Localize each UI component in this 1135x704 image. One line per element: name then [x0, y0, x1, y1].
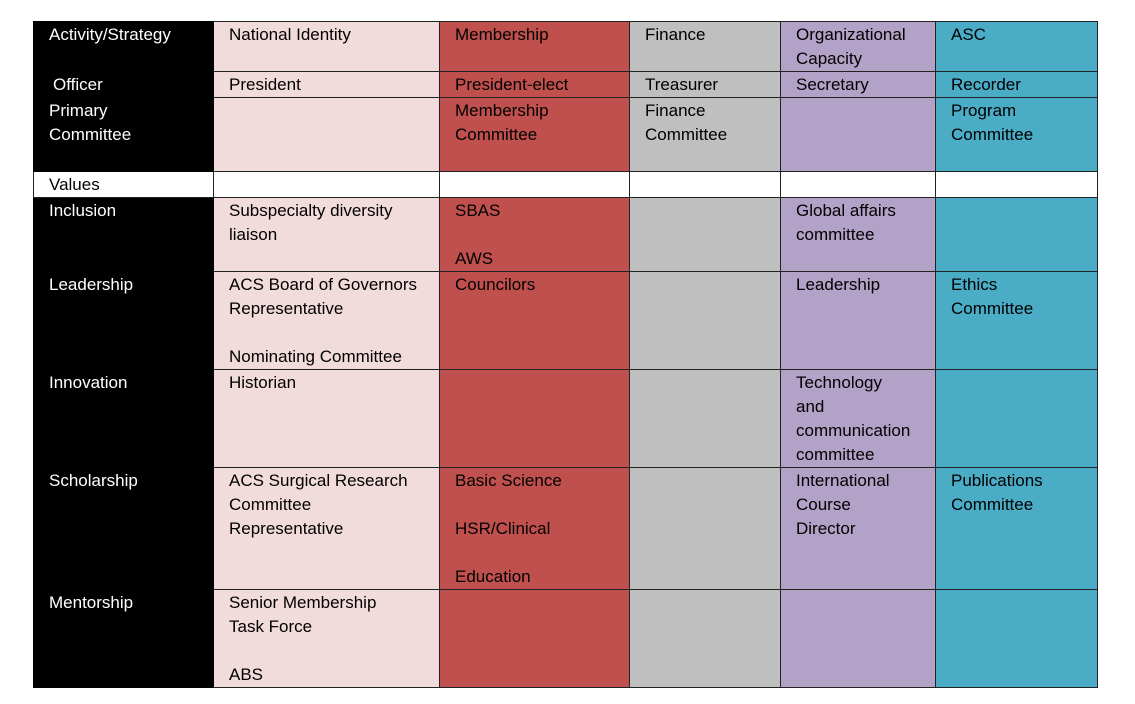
table-cell [439, 589, 630, 688]
table-cell: ASC [935, 21, 1098, 72]
table-cell [935, 197, 1098, 272]
table-cell [439, 369, 630, 468]
table-cell: President-elect [439, 71, 630, 98]
table-cell: ACS Surgical Research Committee Represen… [213, 467, 440, 590]
table-row-primary-committee: Primary Committee Membership Committee F… [33, 97, 1098, 172]
row-label: Inclusion [33, 197, 214, 272]
strategy-table: Activity/Strategy National Identity Memb… [33, 21, 1098, 688]
table-cell: Historian [213, 369, 440, 468]
row-label: Leadership [33, 271, 214, 370]
table-cell: Global affairs committee [780, 197, 936, 272]
table-cell [780, 97, 936, 172]
table-cell: Membership [439, 21, 630, 72]
table-cell: International Course Director [780, 467, 936, 590]
table-cell: Finance Committee [629, 97, 781, 172]
table-cell [629, 271, 781, 370]
table-cell: Subspecialty diversity liaison [213, 197, 440, 272]
table-cell: ACS Board of Governors Representative No… [213, 271, 440, 370]
table-cell [935, 369, 1098, 468]
row-label: Values [33, 171, 214, 198]
table-row-values: Values [33, 171, 1098, 198]
row-label: Scholarship [33, 467, 214, 590]
table-cell: Membership Committee [439, 97, 630, 172]
table-row-activity: Activity/Strategy National Identity Memb… [33, 21, 1098, 72]
table-cell [629, 369, 781, 468]
table-cell: National Identity [213, 21, 440, 72]
row-label: Primary Committee [33, 97, 214, 172]
table-cell: Secretary [780, 71, 936, 98]
table-cell: Recorder [935, 71, 1098, 98]
table-row-officer: Officer President President-elect Treasu… [33, 71, 1098, 98]
table-cell: Senior Membership Task Force ABS [213, 589, 440, 688]
table-cell: Finance [629, 21, 781, 72]
table-cell [439, 171, 630, 198]
table-cell [629, 467, 781, 590]
row-label: Innovation [33, 369, 214, 468]
table-row-mentorship: Mentorship Senior Membership Task Force … [33, 589, 1098, 688]
table-cell [935, 589, 1098, 688]
table-cell [780, 589, 936, 688]
table-cell [213, 171, 440, 198]
table-cell [629, 171, 781, 198]
table-cell: Leadership [780, 271, 936, 370]
table-cell [213, 97, 440, 172]
table-cell [629, 589, 781, 688]
table-cell: President [213, 71, 440, 98]
table-cell: Program Committee [935, 97, 1098, 172]
table-cell [780, 171, 936, 198]
table-row-scholarship: Scholarship ACS Surgical Research Commit… [33, 467, 1098, 590]
table-cell: Treasurer [629, 71, 781, 98]
row-label: Activity/Strategy [33, 21, 214, 72]
row-label: Mentorship [33, 589, 214, 688]
table-row-leadership: Leadership ACS Board of Governors Repres… [33, 271, 1098, 370]
table-cell: Basic Science HSR/Clinical Education [439, 467, 630, 590]
row-label: Officer [33, 71, 214, 98]
table-cell: Publications Committee [935, 467, 1098, 590]
table-cell: Councilors [439, 271, 630, 370]
table-row-innovation: Innovation Historian Technology and comm… [33, 369, 1098, 468]
table-cell: Ethics Committee [935, 271, 1098, 370]
table-cell [629, 197, 781, 272]
table-cell: Organizational Capacity [780, 21, 936, 72]
table-cell: SBAS AWS [439, 197, 630, 272]
table-row-inclusion: Inclusion Subspecialty diversity liaison… [33, 197, 1098, 272]
table-cell [935, 171, 1098, 198]
table-cell: Technology and communication committee [780, 369, 936, 468]
